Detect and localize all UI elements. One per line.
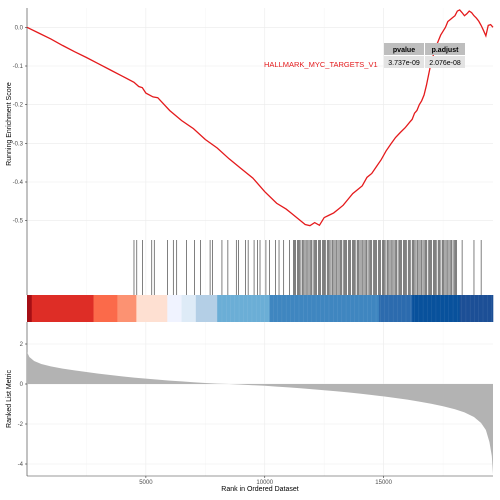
stats-table-value-pvalue: 3.737e-09 bbox=[388, 60, 420, 67]
colorbar-segment bbox=[136, 295, 168, 322]
gene-hits-panel bbox=[26, 240, 482, 295]
stats-table-header-bg-pvalue bbox=[384, 43, 424, 55]
colorbar-segment bbox=[378, 295, 413, 322]
colorbar-segment bbox=[217, 295, 270, 322]
stats-table-cell-bg-pvalue bbox=[384, 56, 424, 68]
metric-y-tick-label: 0 bbox=[20, 382, 24, 388]
x-tick-label: 15000 bbox=[375, 480, 392, 486]
colorbar-segment bbox=[181, 295, 197, 322]
colorbar-segment bbox=[195, 295, 218, 322]
stats-table-header-bg-padjust bbox=[425, 43, 465, 55]
colorbar-segment bbox=[27, 295, 33, 322]
metric-y-axis-title: Ranked List Metric bbox=[6, 370, 13, 428]
gene-set-label: HALLMARK_MYC_TARGETS_V1 bbox=[264, 60, 378, 69]
stats-table-cell-bg-padjust bbox=[425, 56, 465, 68]
colorbar-segment bbox=[412, 295, 461, 322]
running-enrichment-score-line bbox=[26, 9, 494, 227]
stats-table-header-pvalue: pvalue bbox=[393, 47, 415, 54]
x-axis-title: Rank in Ordered Dataset bbox=[221, 486, 298, 493]
enrichment-y-ticks: 0.0 -0.1 -0.2 -0.3 -0.4 -0.5 bbox=[13, 25, 27, 225]
colorbar-segment bbox=[93, 295, 118, 322]
x-axis-ticks: 5000 10000 15000 bbox=[139, 476, 393, 486]
enrichment-y-tick-label: -0.5 bbox=[13, 219, 24, 225]
metric-y-tick-label: -4 bbox=[18, 462, 24, 468]
enrichment-y-tick-label: 0.0 bbox=[15, 25, 24, 31]
x-tick-label: 5000 bbox=[139, 480, 153, 486]
stats-table-value-padjust: 2.076e-08 bbox=[429, 60, 461, 67]
colorbar-segment bbox=[167, 295, 182, 322]
enrichment-y-tick-label: -0.4 bbox=[13, 180, 24, 186]
colorbar-segment bbox=[31, 295, 94, 322]
enrichment-y-tick-label: -0.3 bbox=[13, 141, 24, 147]
stats-table-header-padjust: p.adjust bbox=[432, 47, 460, 54]
metric-y-ticks: 2 0 -2 -4 bbox=[18, 342, 27, 468]
ranked-metric-panel: 2 0 -2 -4 5000 10000 15000 Ranked List Metric… bbox=[6, 322, 493, 493]
enrichment-y-tick-label: -0.1 bbox=[13, 64, 24, 70]
colorbar-segment bbox=[459, 295, 494, 322]
colorbar-segment bbox=[117, 295, 137, 322]
enrichment-y-axis-title: Running Enrichment Score bbox=[6, 82, 13, 166]
metric-y-tick-label: -2 bbox=[18, 422, 24, 428]
ranked-metric-area bbox=[27, 352, 493, 474]
metric-y-tick-label: 2 bbox=[20, 342, 24, 348]
x-tick-label: 10000 bbox=[256, 480, 273, 486]
enrichment-y-tick-label: -0.2 bbox=[13, 103, 24, 109]
stats-table: pvalue p.adjust 3.737e-09 2.076e-08 bbox=[384, 43, 465, 68]
colorbar-segment bbox=[269, 295, 380, 322]
rank-colorbar bbox=[27, 295, 494, 322]
enrichment-panel: 0.0 -0.1 -0.2 -0.3 -0.4 -0.5 Running Enrichme… bbox=[6, 8, 494, 240]
gene-hit-marks bbox=[133, 240, 482, 295]
